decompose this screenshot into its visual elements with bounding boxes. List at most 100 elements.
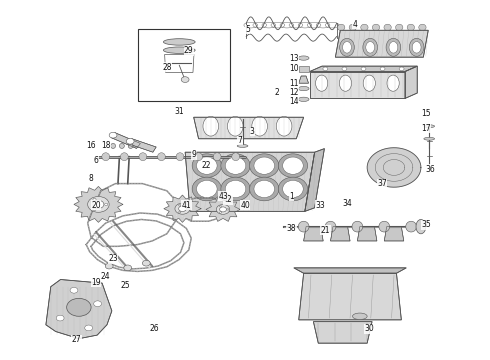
Circle shape [143, 260, 150, 266]
Ellipse shape [128, 143, 133, 148]
Polygon shape [294, 268, 406, 273]
Text: 25: 25 [121, 281, 130, 290]
Text: 12: 12 [289, 87, 298, 96]
Text: 34: 34 [343, 199, 352, 208]
Ellipse shape [192, 154, 221, 177]
Text: 38: 38 [287, 224, 296, 233]
Text: 33: 33 [316, 201, 326, 210]
Polygon shape [194, 117, 304, 139]
Text: 35: 35 [421, 220, 431, 229]
Ellipse shape [176, 153, 184, 161]
Polygon shape [299, 76, 309, 83]
Ellipse shape [419, 24, 426, 31]
Ellipse shape [276, 116, 292, 136]
Text: 31: 31 [174, 107, 184, 116]
Ellipse shape [343, 41, 351, 53]
Ellipse shape [340, 75, 352, 91]
Ellipse shape [407, 24, 415, 31]
Ellipse shape [366, 41, 374, 53]
Ellipse shape [203, 116, 219, 136]
Ellipse shape [298, 221, 309, 232]
Ellipse shape [278, 154, 308, 177]
Text: 19: 19 [91, 278, 101, 287]
Text: 28: 28 [162, 63, 171, 72]
Ellipse shape [254, 180, 274, 198]
Text: 6: 6 [94, 156, 98, 165]
Ellipse shape [412, 41, 421, 53]
Circle shape [93, 208, 96, 211]
Polygon shape [314, 321, 372, 343]
Ellipse shape [363, 75, 375, 91]
Text: 41: 41 [182, 201, 191, 210]
Ellipse shape [237, 144, 248, 147]
Circle shape [105, 263, 113, 269]
Polygon shape [357, 226, 377, 241]
Text: 8: 8 [89, 174, 94, 183]
Ellipse shape [192, 177, 221, 201]
Text: 14: 14 [289, 96, 299, 105]
Circle shape [105, 203, 108, 206]
Ellipse shape [225, 180, 246, 198]
Text: 27: 27 [72, 335, 81, 344]
Circle shape [94, 301, 101, 307]
Text: 30: 30 [365, 324, 374, 333]
Ellipse shape [254, 157, 274, 174]
Circle shape [93, 198, 96, 201]
Text: 42: 42 [223, 195, 233, 204]
Ellipse shape [352, 313, 367, 319]
Polygon shape [128, 139, 156, 152]
Circle shape [220, 207, 226, 212]
Polygon shape [405, 66, 417, 98]
Ellipse shape [424, 125, 435, 128]
Circle shape [380, 67, 385, 71]
Ellipse shape [389, 41, 398, 53]
Circle shape [85, 325, 93, 331]
Ellipse shape [102, 153, 110, 161]
Ellipse shape [139, 153, 147, 161]
Text: 18: 18 [101, 141, 111, 150]
Polygon shape [185, 152, 315, 211]
Circle shape [342, 67, 347, 71]
Ellipse shape [249, 154, 279, 177]
Ellipse shape [283, 157, 303, 174]
Text: 36: 36 [426, 165, 436, 174]
Polygon shape [165, 54, 194, 72]
Ellipse shape [227, 116, 243, 136]
Circle shape [220, 206, 221, 207]
Ellipse shape [363, 39, 377, 56]
Polygon shape [310, 72, 405, 98]
Circle shape [361, 67, 366, 71]
Ellipse shape [349, 24, 356, 31]
Ellipse shape [249, 177, 279, 201]
Circle shape [124, 265, 132, 271]
Circle shape [187, 208, 189, 210]
Ellipse shape [111, 143, 116, 148]
Polygon shape [111, 133, 141, 148]
Ellipse shape [221, 154, 250, 177]
Polygon shape [164, 195, 201, 222]
Ellipse shape [213, 153, 221, 161]
Circle shape [67, 298, 91, 316]
Text: 20: 20 [91, 201, 101, 210]
Polygon shape [305, 149, 324, 211]
Ellipse shape [406, 221, 416, 232]
Ellipse shape [361, 24, 368, 31]
Circle shape [175, 203, 190, 214]
Text: 40: 40 [240, 201, 250, 210]
Circle shape [56, 315, 64, 321]
Ellipse shape [221, 177, 250, 201]
Polygon shape [304, 226, 323, 241]
Text: 29: 29 [184, 46, 194, 55]
Circle shape [216, 204, 230, 214]
Circle shape [227, 209, 229, 210]
Circle shape [126, 138, 134, 144]
Ellipse shape [325, 221, 336, 232]
Ellipse shape [163, 47, 195, 53]
Text: 43: 43 [218, 192, 228, 201]
Ellipse shape [298, 86, 309, 91]
Ellipse shape [158, 153, 165, 161]
Ellipse shape [120, 143, 124, 148]
Circle shape [179, 206, 186, 212]
Ellipse shape [298, 56, 309, 60]
Ellipse shape [424, 137, 435, 140]
